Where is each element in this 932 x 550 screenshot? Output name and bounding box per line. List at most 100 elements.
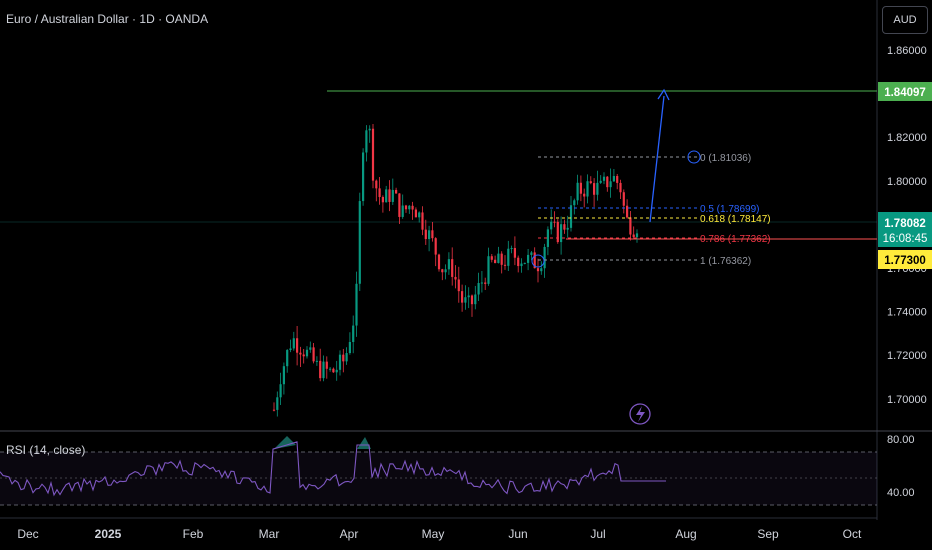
candle-body <box>368 128 371 131</box>
level-price-tag: 1.77300 <box>878 250 932 269</box>
candle-body <box>490 256 493 260</box>
candle-body <box>619 182 622 193</box>
projection-arrowhead <box>657 88 670 101</box>
candle-body <box>411 205 414 210</box>
time-tick-label: May <box>422 527 445 541</box>
candle-body <box>560 224 563 243</box>
candle-body <box>586 181 589 197</box>
candle-body <box>527 254 530 263</box>
candle-body <box>520 263 523 267</box>
candle-body <box>576 182 579 201</box>
candle-body <box>414 209 417 218</box>
candle-body <box>494 259 497 264</box>
candle-body <box>276 397 279 410</box>
level-price-label: 1.77300 <box>884 255 926 267</box>
candle-body <box>583 193 586 197</box>
candle-body <box>444 269 447 273</box>
candle-body <box>272 409 276 411</box>
candle-body <box>622 192 625 206</box>
candle-body <box>589 181 592 184</box>
lightning-icon[interactable] <box>629 403 651 425</box>
currency-button[interactable]: AUD <box>882 6 928 34</box>
candle-body <box>484 282 487 284</box>
candle-body <box>289 348 292 351</box>
candle-body <box>398 193 401 217</box>
price-tick-label: 1.82000 <box>887 132 927 144</box>
candle-body <box>461 291 464 303</box>
time-tick-label: Aug <box>675 527 696 541</box>
candle-body <box>563 224 566 230</box>
candle-body <box>437 254 441 270</box>
current-price-tag: 1.78082 16:08:45 <box>878 212 932 247</box>
fib-level-label: 0.618 (1.78147) <box>700 214 771 225</box>
candle-body <box>602 176 606 181</box>
candle-body <box>338 354 342 370</box>
time-tick-label: Oct <box>843 527 862 541</box>
candle-body <box>322 361 325 379</box>
fib-retracement[interactable]: 0 (1.81036) 0.5 (1.78699)0.618 (1.78147) 0… <box>538 153 771 267</box>
candle-body <box>421 212 424 230</box>
candle-body <box>434 238 437 255</box>
candle-body <box>530 252 533 255</box>
candle-body <box>345 353 348 362</box>
projection-arrow-line[interactable] <box>649 95 665 223</box>
time-tick-label: Jun <box>508 527 527 541</box>
price-tick-label: 1.86000 <box>887 45 927 57</box>
rsi-indicator-label[interactable]: RSI (14, close) <box>6 443 86 457</box>
candle-body <box>470 295 474 305</box>
candle-body <box>593 183 596 195</box>
candle-body <box>513 248 516 258</box>
price-tick-label: 1.74000 <box>887 307 927 319</box>
candle-body <box>371 128 375 181</box>
candle-body <box>286 350 289 367</box>
fib-handle-circle-top[interactable] <box>687 150 701 164</box>
candle-body <box>553 221 556 223</box>
price-tick-label: 1.70000 <box>887 394 927 406</box>
candle-body <box>424 229 427 240</box>
candle-body <box>385 189 388 203</box>
candle-body <box>566 227 569 230</box>
candle-body <box>299 352 302 355</box>
rsi-tick-80: 80.00 <box>887 434 915 446</box>
candle-body <box>325 361 328 369</box>
candle-body <box>609 181 612 188</box>
time-tick-label: Jul <box>590 527 605 541</box>
candle-body <box>546 229 549 247</box>
candle-body <box>573 200 576 206</box>
candle-body <box>302 354 305 357</box>
candle-body <box>457 279 460 292</box>
candle-body <box>474 294 477 305</box>
candle-body <box>523 262 526 264</box>
candle-body <box>309 347 312 350</box>
candle-body <box>282 366 285 385</box>
candle-body <box>467 295 470 298</box>
time-tick-label: Sep <box>757 527 779 541</box>
candle-body <box>487 256 490 284</box>
time-tick-label: Dec <box>17 527 38 541</box>
candle-body <box>477 283 480 295</box>
candle-body <box>418 212 421 218</box>
candle-body <box>315 360 318 362</box>
fib-level-label: 0.786 (1.77362) <box>700 234 771 245</box>
candle-body <box>550 221 553 230</box>
candle-body <box>404 205 408 210</box>
candle-body <box>507 248 510 266</box>
candle-body <box>543 246 546 269</box>
fib-handle-circle[interactable] <box>531 254 545 268</box>
candle-body <box>536 268 540 272</box>
current-price-label: 1.78082 <box>884 218 926 230</box>
candle-body <box>441 269 444 273</box>
candle-body <box>579 182 582 194</box>
candle-body <box>342 354 345 362</box>
candle-body <box>517 257 520 267</box>
candle-body <box>348 341 351 354</box>
fib-level-label: 0 (1.81036) <box>700 153 751 164</box>
candle-body <box>279 384 282 398</box>
candle-body <box>510 248 513 250</box>
candle-body <box>355 283 358 326</box>
time-axis[interactable]: Dec 2025 Feb Mar Apr May Jun Jul Aug Sep Oct <box>17 527 862 541</box>
time-tick-label: Mar <box>259 527 280 541</box>
candle-body <box>431 230 434 239</box>
candle-body <box>447 259 450 270</box>
